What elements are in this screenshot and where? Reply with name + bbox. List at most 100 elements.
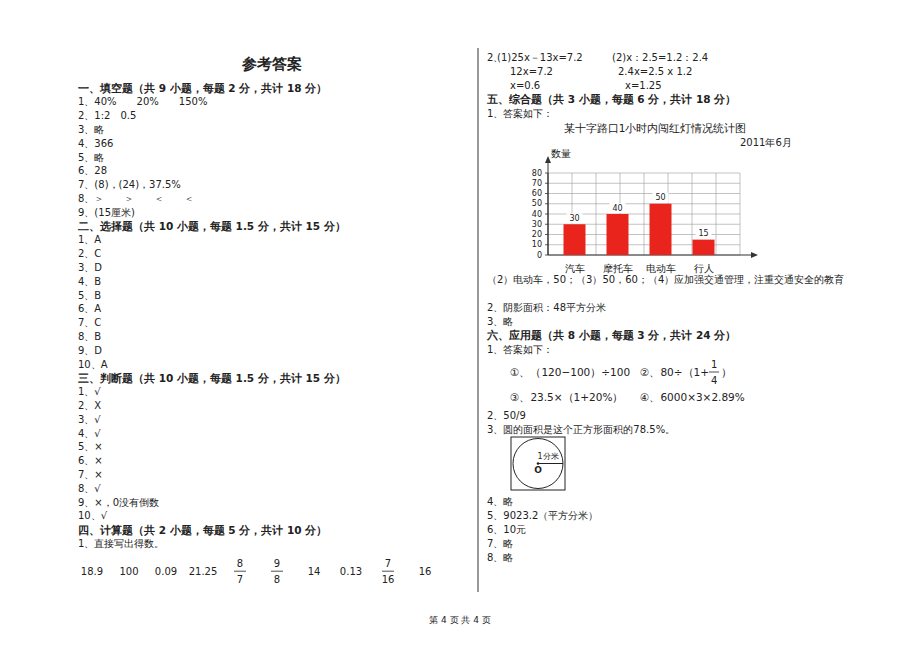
- text-line: 3、√: [78, 414, 101, 425]
- text-line: (2)x：2.5=1.2：2.4: [612, 52, 708, 63]
- radius-label: 1分米: [537, 452, 558, 461]
- text-line: 3、圆的面积是这个正方形面积的78.5%。: [487, 424, 675, 435]
- y-tick-label: 20: [532, 230, 542, 239]
- text-line: 7、略: [487, 538, 513, 549]
- column-divider: [478, 48, 479, 592]
- text-line: 6、×: [78, 455, 103, 466]
- formula: ④、6000×3×2.89%: [640, 391, 745, 403]
- square: [511, 437, 565, 490]
- grid-line: [548, 173, 740, 174]
- page-title: 参考答案: [241, 55, 302, 73]
- text-line: 2.4x=2.5 x 1.2: [618, 66, 692, 77]
- text-line: 8、√: [78, 483, 101, 494]
- text-line: 6、10元: [487, 524, 526, 535]
- text-line: 9、×，0没有倒数: [78, 497, 159, 508]
- fraction-denominator: 16: [382, 574, 395, 585]
- section-heading: 六、应用题（共 8 小题，每题 3 分，共计 24 分）: [486, 329, 736, 342]
- data-label-box: [696, 229, 712, 239]
- chart-subtitle: 2011年6月: [740, 137, 792, 148]
- text-line: （2）电动车，50；（3）50，60；（4）应加强交通管理，注重交通安全的教育: [487, 274, 844, 285]
- fraction-bar: [382, 571, 394, 572]
- fraction-denominator: 4: [711, 375, 717, 386]
- section-heading: 二、选择题（共 10 小题，每题 1.5 分，共计 15 分）: [78, 220, 346, 233]
- text-line: 9、(15厘米): [78, 207, 135, 218]
- text-line: x=1.25: [625, 80, 662, 91]
- y-tick-label: 10: [532, 240, 542, 249]
- text-line: 5、9023.2（平方分米）: [487, 510, 598, 521]
- y-tick-label: 40: [532, 210, 542, 219]
- formula: ③、23.5×（1+20%）: [510, 391, 623, 403]
- grid-line: [548, 203, 740, 204]
- data-label-box: [653, 193, 669, 203]
- formula: ）: [721, 366, 732, 378]
- text-line: 2、1:2 0.5: [78, 110, 136, 121]
- grid-line: [548, 183, 740, 184]
- fraction-bar: [271, 571, 283, 572]
- answer: 21.25: [189, 566, 218, 577]
- text-line: 2、50/9: [487, 410, 526, 421]
- text-line: 1、直接写出得数。: [78, 538, 164, 549]
- y-tick-label: 30: [532, 220, 542, 229]
- bar: [607, 214, 629, 255]
- text-line: 8、略: [487, 552, 513, 563]
- page: 参考答案一、填空题（共 9 小题，每题 2 分，共计 18 分）1、40% 20…: [0, 0, 920, 650]
- data-label: 50: [655, 193, 665, 202]
- y-tick-label: 50: [532, 199, 542, 208]
- text-line: 3、略: [78, 124, 104, 135]
- fraction-numerator: 9: [274, 558, 280, 569]
- text-line: 5、B: [78, 290, 101, 301]
- data-label: 15: [698, 229, 708, 238]
- y-tick-label: 0: [537, 251, 542, 260]
- text-line: 7、C: [78, 317, 101, 328]
- x-tick-label: 电动车: [646, 263, 676, 274]
- text-line: 10、√: [78, 510, 108, 521]
- text-line: 4、略: [487, 496, 513, 507]
- text-line: 1、40% 20% 150%: [78, 96, 207, 107]
- text-line: 1、√: [78, 386, 101, 397]
- text-line: 1、答案如下：: [487, 108, 553, 119]
- footer: 第 4 页 共 4 页: [429, 615, 491, 625]
- formula: ②、80÷（1+: [640, 366, 709, 378]
- text-line: 1、答案如下：: [487, 344, 553, 355]
- text-line: 12x=7.2: [510, 66, 553, 77]
- text-line: 7、(8)，(24)，37.5%: [78, 179, 181, 190]
- text-line: 5、略: [78, 152, 104, 163]
- bars: [564, 204, 715, 255]
- y-tick-label: 80: [532, 169, 542, 178]
- text-line: 1、A: [78, 234, 101, 245]
- bar: [693, 240, 715, 255]
- text-line: 2、X: [78, 400, 101, 411]
- x-axis-arrow: [751, 252, 758, 258]
- section-heading: 三、判断题（共 10 小题，每题 1.5 分，共计 15 分）: [78, 372, 346, 385]
- text-line: (1)25x－13x=7.2: [497, 52, 583, 63]
- bar: [564, 224, 586, 255]
- background: [0, 0, 920, 650]
- section-heading: 一、填空题（共 9 小题，每题 2 分，共计 18 分）: [78, 82, 327, 95]
- x-tick-label: 摩托车: [603, 263, 633, 274]
- x-tick-label: 汽车: [565, 263, 585, 274]
- text-line: 4、B: [78, 276, 101, 287]
- fraction-numerator: 1: [711, 359, 717, 370]
- text-line: 2、阴影面积：48平方分米: [487, 302, 606, 313]
- answer: 18.9: [81, 566, 103, 577]
- text-line: 8、＞ ＞ ＜ ＜: [78, 193, 194, 204]
- text-line: x=0.6: [510, 80, 540, 91]
- center-label: O: [534, 465, 542, 475]
- text-line: 3、D: [78, 262, 102, 273]
- answer: 0.13: [340, 566, 362, 577]
- text-line: 4、√: [78, 428, 101, 439]
- section-heading: 四、计算题（共 2 小题，每题 5 分，共计 10 分）: [78, 524, 327, 537]
- text-line: 3、略: [487, 316, 513, 327]
- fraction-denominator: 8: [274, 574, 280, 585]
- text-line: 5、×: [78, 441, 103, 452]
- text-line: 4、366: [78, 138, 113, 149]
- section-heading: 五、综合题（共 3 小题，每题 6 分，共计 18 分）: [486, 93, 736, 106]
- text-line: 7、×: [78, 469, 103, 480]
- fraction-bar: [234, 571, 246, 572]
- y-axis: [548, 158, 549, 255]
- grid-line: [548, 193, 740, 194]
- text-line: 6、A: [78, 303, 101, 314]
- data-label: 40: [612, 204, 622, 213]
- fraction-numerator: 7: [385, 558, 391, 569]
- answer: 16: [419, 566, 432, 577]
